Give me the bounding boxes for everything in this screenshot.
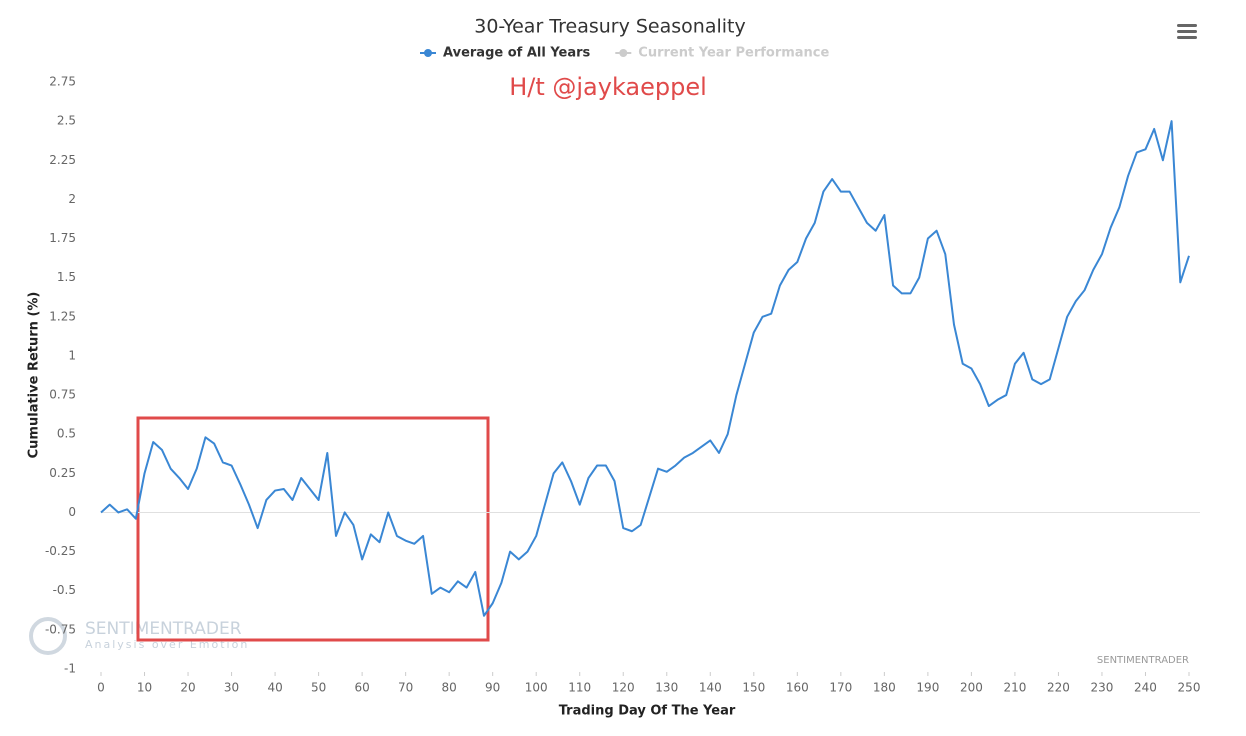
menu-icon[interactable] bbox=[1177, 24, 1197, 39]
x-tick-label: 90 bbox=[485, 681, 500, 695]
y-tick-label: 1 bbox=[68, 348, 76, 362]
y-tick-label: 0.25 bbox=[49, 466, 76, 480]
x-tick-label: 150 bbox=[742, 681, 765, 695]
x-tick-label: 100 bbox=[525, 681, 548, 695]
x-tick-label: 50 bbox=[311, 681, 326, 695]
x-tick-label: 230 bbox=[1091, 681, 1114, 695]
line-series bbox=[100, 120, 1190, 617]
y-tick-label: 0.5 bbox=[57, 427, 76, 441]
x-tick-label: 10 bbox=[137, 681, 152, 695]
x-tick-label: 120 bbox=[612, 681, 635, 695]
watermark: SENTIMENTRADER bbox=[85, 619, 242, 639]
y-tick-label: 2.5 bbox=[57, 114, 76, 128]
legend-marker bbox=[424, 49, 432, 57]
watermark-logo bbox=[29, 617, 67, 655]
x-tick-label: 190 bbox=[916, 681, 939, 695]
y-axis-title: Cumulative Return (%) bbox=[27, 292, 42, 459]
x-tick-label: 250 bbox=[1178, 681, 1201, 695]
x-tick-label: 60 bbox=[354, 681, 369, 695]
y-tick-label: -0.5 bbox=[53, 583, 76, 597]
x-tick-label: 40 bbox=[267, 681, 282, 695]
x-tick-label: 80 bbox=[442, 681, 457, 695]
x-tick-label: 240 bbox=[1134, 681, 1157, 695]
x-tick-label: 130 bbox=[655, 681, 678, 695]
chart-title: 30-Year Treasury Seasonality bbox=[474, 16, 745, 38]
y-tick-label: 2 bbox=[68, 192, 76, 206]
y-tick-label: 2.75 bbox=[49, 75, 76, 89]
y-tick-label: 2.25 bbox=[49, 153, 76, 167]
x-tick-label: 210 bbox=[1003, 681, 1026, 695]
y-tick-label: -0.25 bbox=[45, 544, 76, 558]
x-tick-label: 30 bbox=[224, 681, 239, 695]
y-tick-label: 0 bbox=[68, 505, 76, 519]
x-tick-label: 20 bbox=[180, 681, 195, 695]
x-axis-title: Trading Day Of The Year bbox=[559, 704, 736, 719]
x-tick-label: 140 bbox=[699, 681, 722, 695]
y-tick-label: -0.75 bbox=[45, 622, 76, 636]
y-tick-label: -1 bbox=[64, 662, 76, 676]
legend-marker bbox=[619, 49, 628, 57]
x-tick-label: 170 bbox=[829, 681, 852, 695]
legend-label: Current Year Performance bbox=[638, 46, 829, 61]
x-tick-label: 180 bbox=[873, 681, 896, 695]
annotation: H/t @jaykaeppel bbox=[509, 73, 707, 101]
x-tick-label: 0 bbox=[97, 681, 105, 695]
credit: SENTIMENTRADER bbox=[1097, 655, 1189, 666]
x-tick-label: 220 bbox=[1047, 681, 1070, 695]
y-tick-label: 0.75 bbox=[49, 388, 76, 402]
x-tick-label: 110 bbox=[568, 681, 591, 695]
legend-item[interactable]: Average of All Years bbox=[420, 46, 591, 61]
legend-item[interactable]: Current Year Performance bbox=[615, 46, 830, 61]
highlight-box bbox=[136, 416, 490, 642]
y-tick-label: 1.25 bbox=[49, 309, 76, 323]
x-tick-label: 70 bbox=[398, 681, 413, 695]
x-tick-label: 160 bbox=[786, 681, 809, 695]
x-tick-label: 200 bbox=[960, 681, 983, 695]
y-tick-label: 1.75 bbox=[49, 231, 76, 245]
y-tick-label: 1.5 bbox=[57, 270, 76, 284]
legend-label: Average of All Years bbox=[443, 46, 591, 61]
